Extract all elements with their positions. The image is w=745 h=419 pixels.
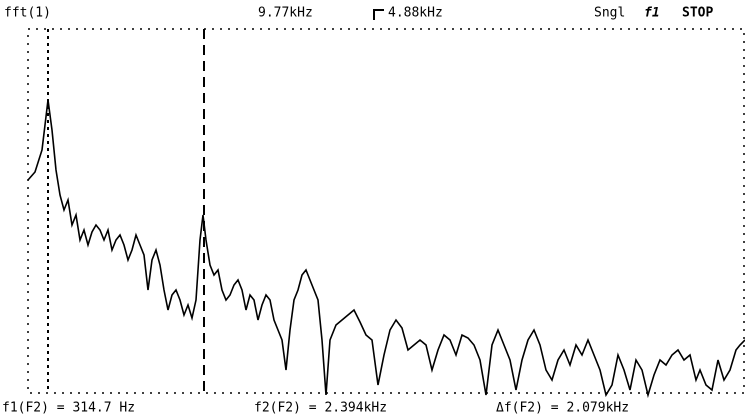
center-label: 4.88kHz (388, 6, 443, 21)
delta-readout: Δf(F2) = 2.079kHz (496, 401, 629, 416)
mode-label: Sngl (594, 6, 625, 21)
center-icon (373, 9, 384, 20)
span-label: 9.77kHz (258, 6, 313, 21)
channel-label: f1 (644, 6, 660, 21)
f1-readout: f1(F2) = 314.7 Hz (2, 401, 135, 416)
fft-trace (27, 99, 745, 399)
f2-readout: f2(F2) = 2.394kHz (254, 401, 387, 416)
status-label: STOP (682, 6, 713, 21)
graticule (27, 28, 745, 394)
source-label: fft(1) (4, 6, 51, 21)
